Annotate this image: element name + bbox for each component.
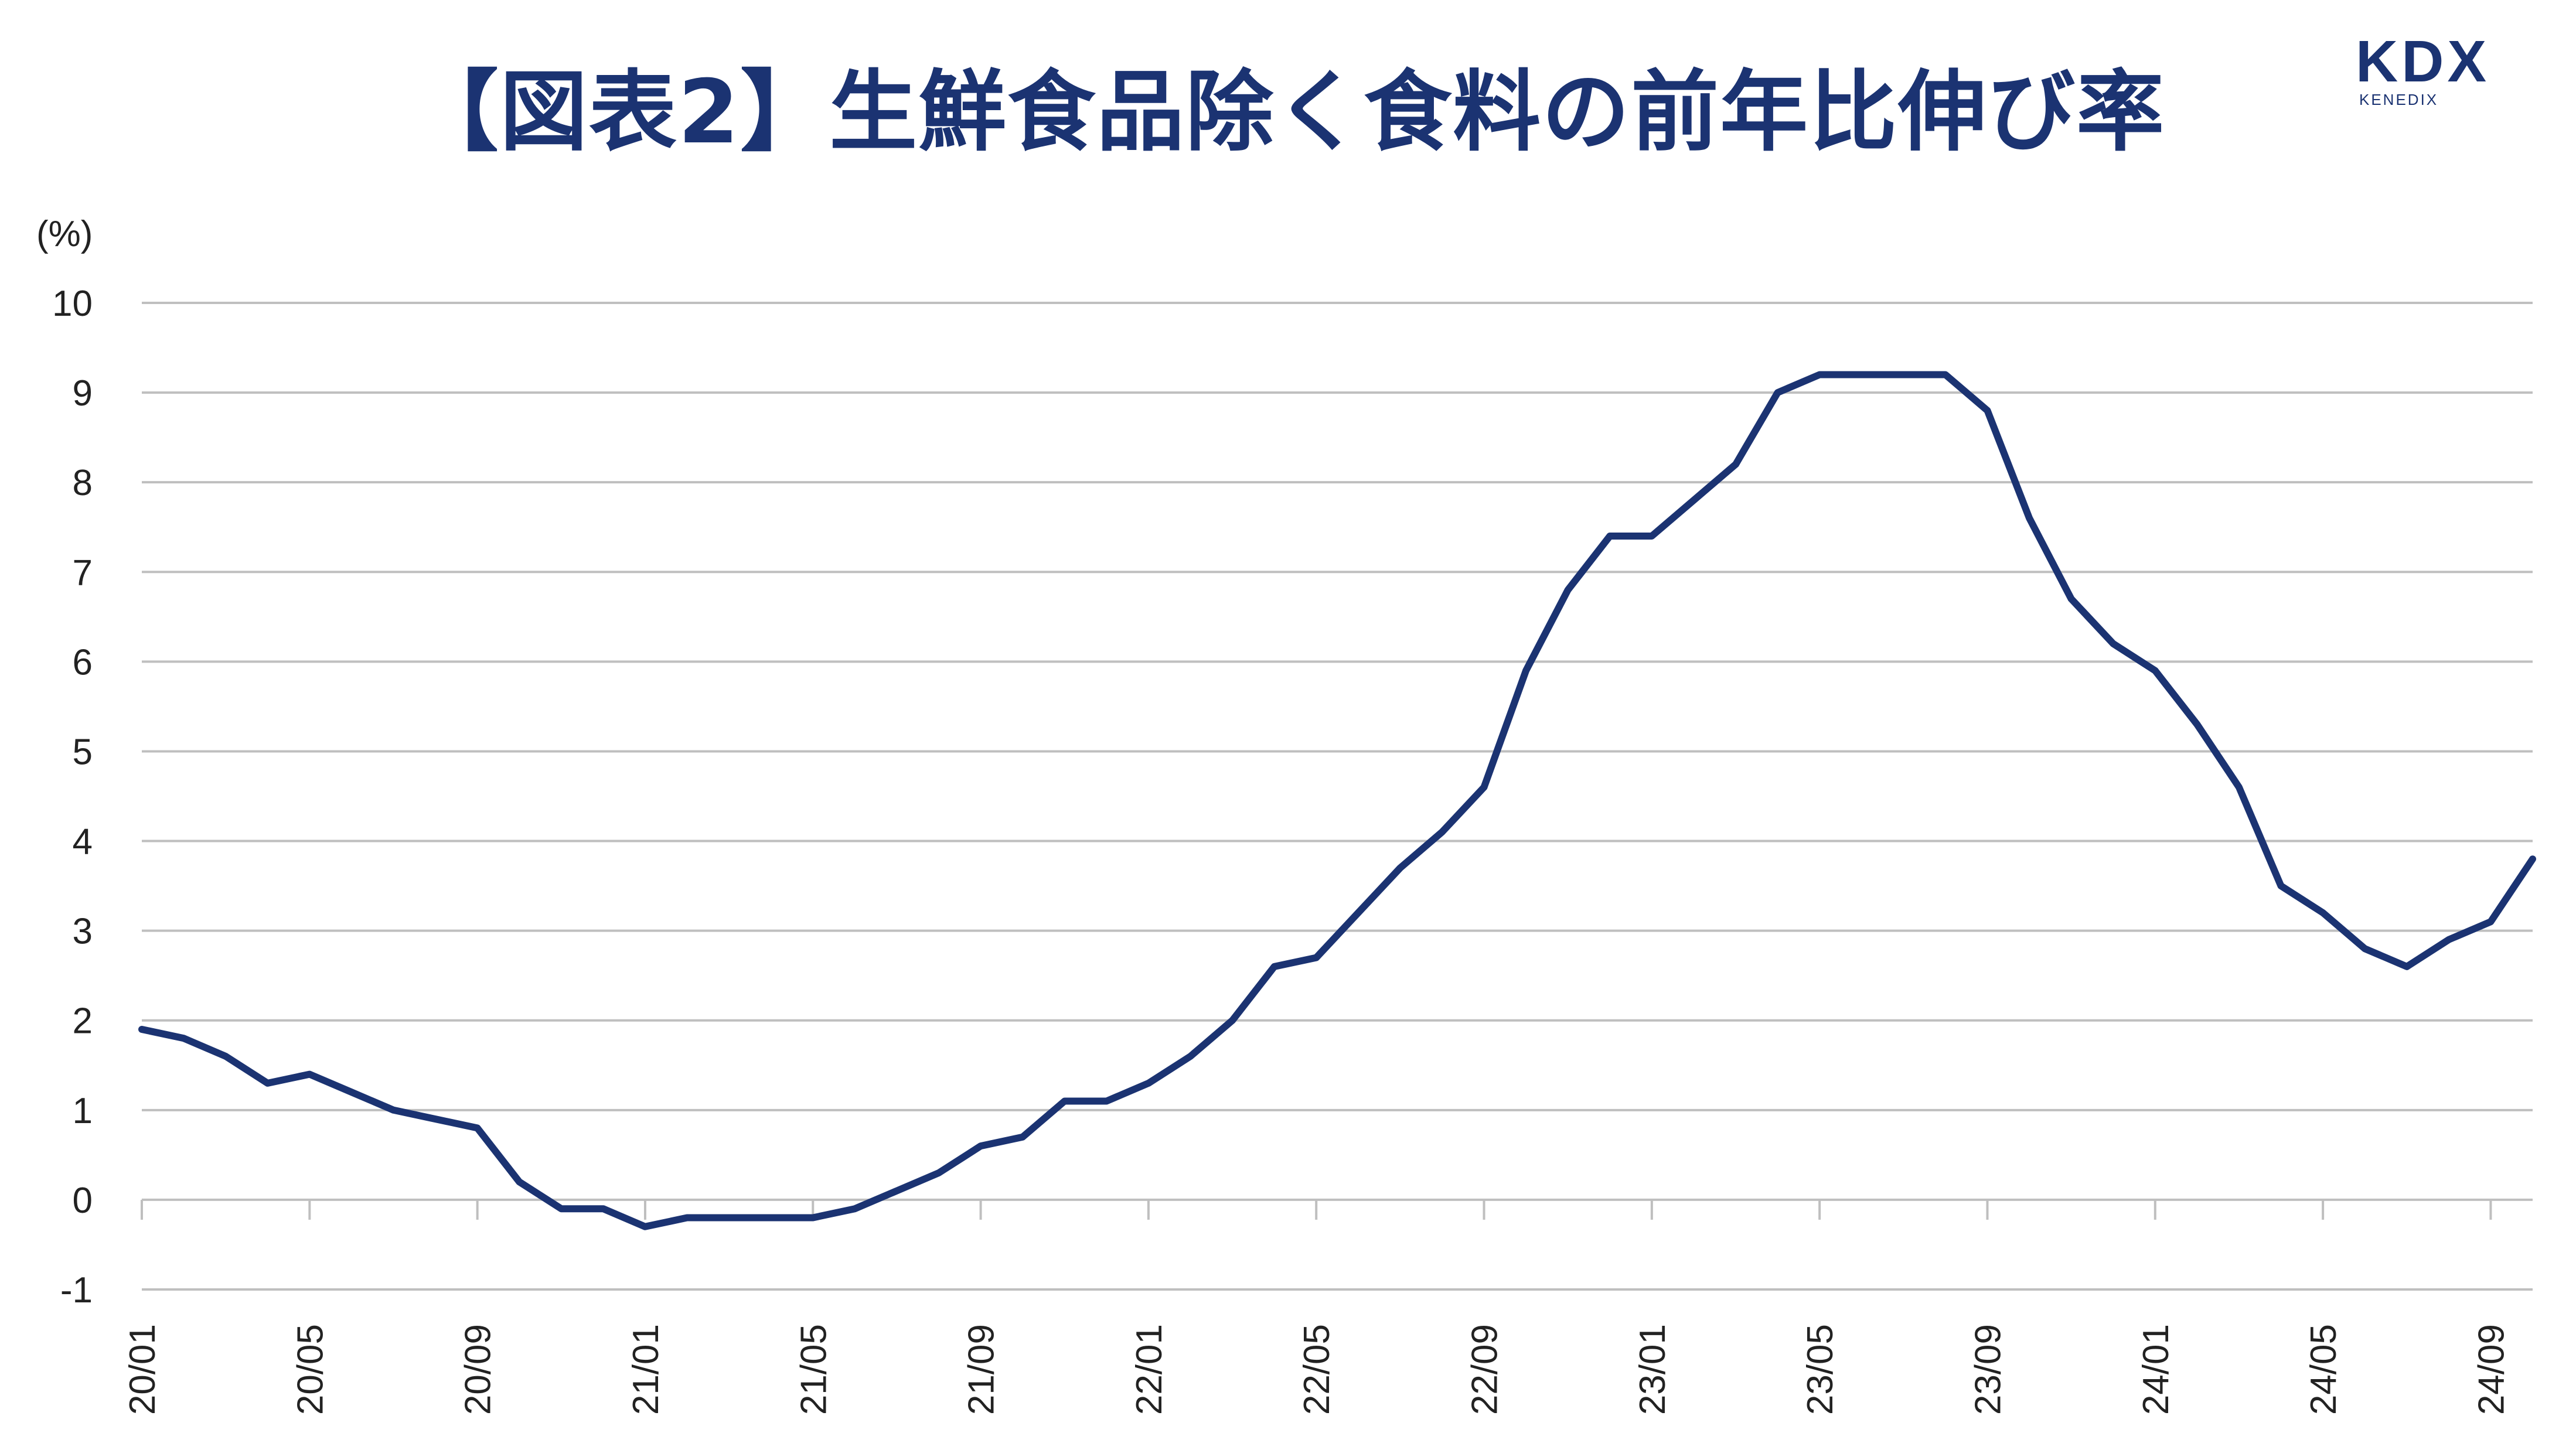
x-tick-label: 20/09 [458,1324,499,1415]
x-tick-label: 22/05 [1297,1324,1337,1415]
x-tick-label: 20/01 [122,1324,163,1415]
x-tick-label: 22/01 [1129,1324,1170,1415]
x-tick-label: 24/09 [2471,1324,2512,1415]
kdx-logo: KDX KENEDIX [2356,32,2549,108]
x-tick-label: 21/09 [962,1324,1002,1415]
y-tick-label: 5 [73,732,93,772]
x-tick-label: 22/09 [1465,1324,1505,1415]
y-tick-label: 3 [73,912,93,952]
y-tick-label: 4 [73,822,93,862]
y-tick-label: 6 [73,642,93,683]
y-tick-label: 9 [73,373,93,414]
y-tick-label: 10 [52,284,93,324]
y-tick-label: 2 [73,1001,93,1042]
y-tick-label: 0 [73,1181,93,1221]
x-tick-label: 24/05 [2304,1324,2344,1415]
series-line [138,371,2536,1230]
logo-text: KDX [2356,29,2490,94]
y-tick-label: 8 [73,463,93,503]
x-axis [141,1198,2533,1220]
grid-lines [142,302,2533,1291]
y-axis-unit-label: (%) [36,214,93,254]
x-tick-label: 20/05 [290,1324,330,1415]
series-layer [138,371,2536,1230]
x-axis-ticks: 20/01 20/05 20/09 21/01 21/05 21/09 22/01 22/05… [122,1324,2512,1415]
x-tick-label: 21/05 [793,1324,834,1415]
x-tick-label: 23/09 [1968,1324,2008,1415]
y-tick-label: -1 [60,1270,93,1311]
x-tick-label: 23/05 [1800,1324,1841,1415]
y-tick-label: 1 [73,1091,93,1131]
logo-subtext: KENEDIX [2359,91,2439,108]
x-tick-label: 23/01 [1633,1324,1673,1415]
x-tick-label: 21/01 [626,1324,666,1415]
chart-title: 【図表2】生鮮食品除く食料の前年比伸び率 [410,62,2166,163]
y-tick-label: 7 [73,552,93,593]
x-tick-label: 24/01 [2136,1324,2176,1415]
